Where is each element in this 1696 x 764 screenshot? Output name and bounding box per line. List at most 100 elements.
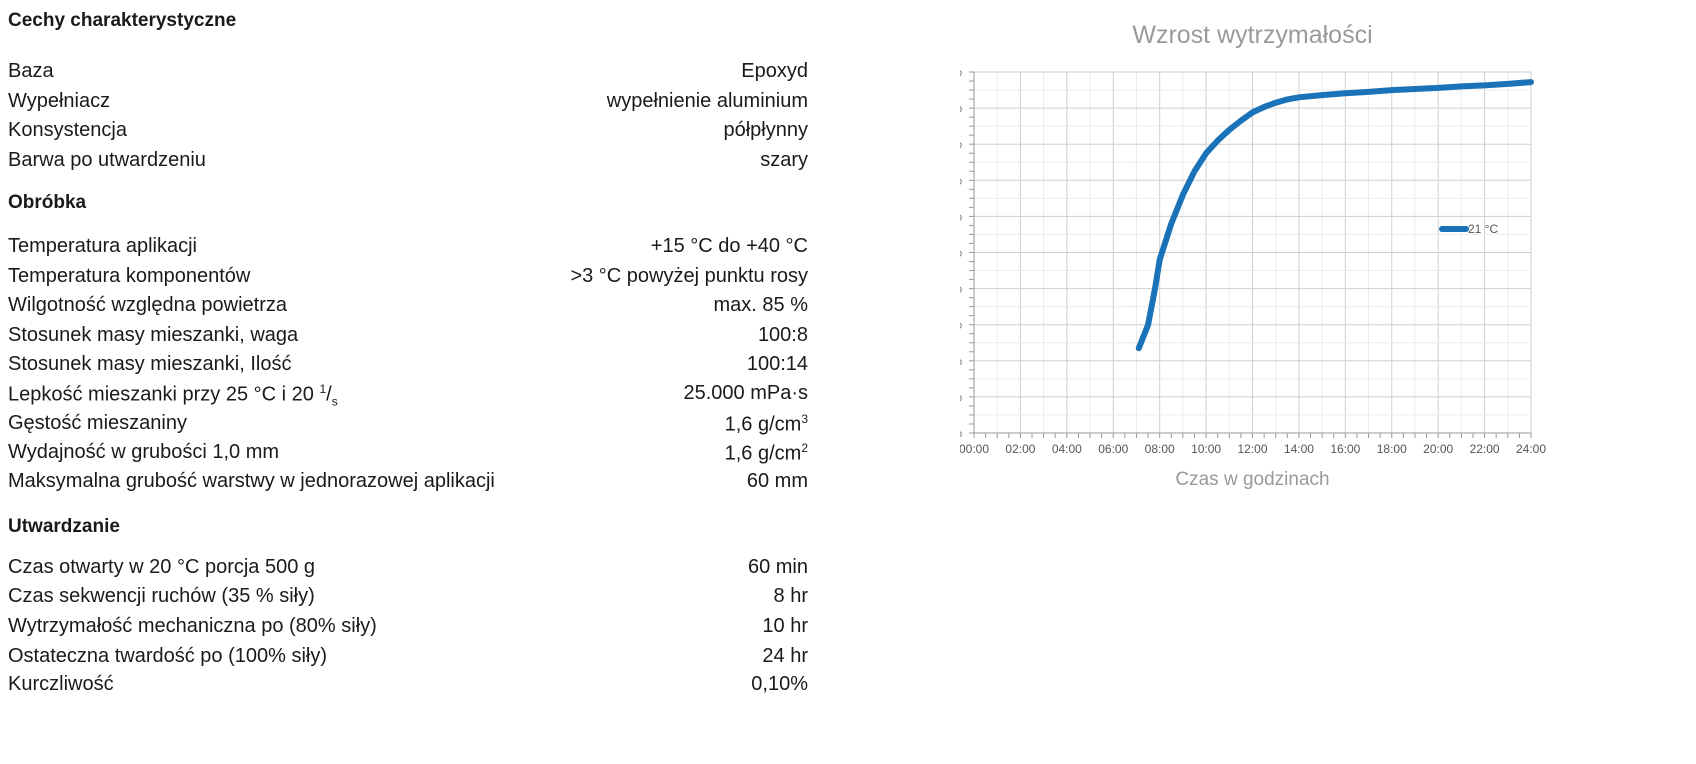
property-value-group: 25.000 mPa·s bbox=[683, 382, 808, 405]
property-value-group: 60 min bbox=[748, 556, 808, 579]
property-row: Stosunek masy mieszanki, Ilość 100:14 bbox=[8, 353, 808, 379]
property-label-group: Maksymalna grubość warstwy w jednorazowe… bbox=[8, 470, 495, 493]
property-label: Baza bbox=[8, 60, 54, 82]
property-value: 25.000 mPa·s bbox=[683, 382, 808, 404]
property-value: 8 hr bbox=[773, 585, 808, 607]
legend-label: 21 °C bbox=[1468, 222, 1498, 236]
property-value-group: 1,6 g/cm3 bbox=[725, 412, 808, 437]
x-tick-label: 16:00 bbox=[1330, 442, 1360, 456]
property-value: 1,6 g/cm bbox=[724, 442, 802, 465]
property-label: Czas otwarty w 20 °C porcja 500 g bbox=[8, 556, 316, 578]
x-tick-label: 04:00 bbox=[1052, 442, 1082, 456]
property-label: Stosunek masy mieszanki, Ilość bbox=[8, 353, 292, 375]
property-label: Wydajność w grubości 1,0 mm bbox=[8, 441, 280, 463]
property-value: 10 hr bbox=[762, 615, 808, 637]
x-tick-label: 00:00 bbox=[960, 442, 989, 456]
property-label-group: Konsystencja bbox=[8, 119, 127, 142]
x-tick-label: 24:00 bbox=[1516, 442, 1546, 456]
y-tick-label: 10% bbox=[960, 390, 962, 404]
property-value-group: wypełnienie aluminium bbox=[607, 90, 808, 113]
property-label-group: Gęstość mieszaniny bbox=[8, 412, 187, 435]
property-value-group: 0,10% bbox=[751, 673, 808, 696]
property-label-group: Wydajność w grubości 1,0 mm bbox=[8, 441, 279, 464]
property-row: Maksymalna grubość warstwy w jednorazowe… bbox=[8, 470, 808, 496]
property-row: Lepkość mieszanki przy 25 °C i 20 1/s 25.… bbox=[8, 382, 808, 409]
x-tick-label: 14:00 bbox=[1284, 442, 1314, 456]
property-label: Konsystencja bbox=[8, 119, 127, 141]
property-label-group: Stosunek masy mieszanki, Ilość bbox=[8, 353, 291, 376]
property-value: Epoxyd bbox=[741, 60, 808, 82]
property-row: Wypełniacz wypełnienie aluminium bbox=[8, 90, 808, 116]
property-row: Wilgotność względna powietrza max. 85 % bbox=[8, 294, 808, 320]
property-label-group: Wytrzymałość mechaniczna po (80% siły) bbox=[8, 615, 377, 638]
property-row: Temperatura komponentów >3 °C powyżej pun… bbox=[8, 265, 808, 291]
property-label-group: Temperatura komponentów bbox=[8, 265, 250, 288]
property-value: 100:14 bbox=[746, 353, 808, 375]
y-tick-label: 20% bbox=[960, 354, 962, 368]
property-row: Wytrzymałość mechaniczna po (80% siły) 10… bbox=[8, 615, 808, 641]
section-title: Cechy charakterystyczne bbox=[8, 10, 237, 31]
property-value: półpłynny bbox=[723, 119, 808, 141]
property-value: 1,6 g/cm bbox=[724, 413, 802, 436]
property-value-group: max. 85 % bbox=[714, 294, 808, 317]
section-title: Obróbka bbox=[8, 192, 87, 213]
property-value-group: szary bbox=[760, 149, 808, 172]
property-row: Czas otwarty w 20 °C porcja 500 g 60 min bbox=[8, 556, 808, 582]
x-tick-label: 22:00 bbox=[1470, 442, 1500, 456]
property-value: 0,10% bbox=[751, 673, 808, 695]
label-slash: / bbox=[326, 383, 332, 406]
property-label-group: Czas otwarty w 20 °C porcja 500 g bbox=[8, 556, 315, 579]
y-tick-label: 50% bbox=[960, 246, 962, 260]
property-row: Temperatura aplikacji +15 °C do +40 °C bbox=[8, 235, 808, 261]
property-value-group: 8 hr bbox=[774, 585, 808, 608]
x-tick-label: 06:00 bbox=[1098, 442, 1128, 456]
strength-chart: Wzrost wytrzymałości 0% 10% 20% 30% 40% 50% 60%… bbox=[960, 0, 1696, 560]
y-tick-label: 0% bbox=[960, 426, 962, 440]
x-tick-label: 02:00 bbox=[1005, 442, 1035, 456]
property-value: +15 °C do +40 °C bbox=[650, 235, 808, 257]
property-label: Temperatura komponentów bbox=[8, 265, 251, 287]
property-label-group: Wypełniacz bbox=[8, 90, 110, 113]
property-row: Ostateczna twardość po (100% siły) 24 hr bbox=[8, 645, 808, 671]
property-label: Kurczliwość bbox=[8, 673, 114, 695]
property-label-group: Wilgotność względna powietrza bbox=[8, 294, 287, 317]
property-row: Kurczliwość 0,10% bbox=[8, 673, 808, 699]
property-label-group: Temperatura aplikacji bbox=[8, 235, 197, 258]
property-label: Stosunek masy mieszanki, waga bbox=[8, 324, 299, 346]
strength-chart-svg: Wzrost wytrzymałości 0% 10% 20% 30% 40% 50% 60%… bbox=[960, 21, 1546, 490]
property-value: >3 °C powyżej punktu rosy bbox=[570, 265, 808, 287]
y-tick-label: 60% bbox=[960, 209, 962, 223]
y-tick-label: 30% bbox=[960, 318, 962, 332]
label-subscript: s bbox=[331, 394, 338, 409]
property-value: 24 hr bbox=[762, 645, 808, 667]
property-label-group: Czas sekwencji ruchów (35 % siły) bbox=[8, 585, 315, 608]
property-label: Barwa po utwardzeniu bbox=[8, 149, 206, 171]
property-label: Maksymalna grubość warstwy w jednorazowe… bbox=[8, 470, 495, 492]
y-tick-label: 90% bbox=[960, 101, 962, 115]
property-value: 60 min bbox=[747, 556, 808, 578]
value-superscript: 2 bbox=[801, 441, 808, 455]
x-tick-label: 20:00 bbox=[1423, 442, 1453, 456]
property-value-group: +15 °C do +40 °C bbox=[651, 235, 808, 258]
chart-title: Wzrost wytrzymałości bbox=[1132, 21, 1372, 49]
value-superscript: 3 bbox=[801, 412, 808, 426]
y-tick-label: 100% bbox=[960, 65, 962, 79]
property-label: Ostateczna twardość po (100% siły) bbox=[8, 645, 328, 667]
x-tick-label: 10:00 bbox=[1191, 442, 1221, 456]
property-value-group: 1,6 g/cm2 bbox=[725, 441, 808, 466]
property-row: Wydajność w grubości 1,0 mm 1,6 g/cm2 bbox=[8, 441, 808, 467]
property-label: Wytrzymałość mechaniczna po (80% siły) bbox=[8, 615, 377, 637]
property-row: Stosunek masy mieszanki, waga 100:8 bbox=[8, 324, 808, 350]
property-label: Wypełniacz bbox=[8, 90, 111, 112]
property-label-group: Barwa po utwardzeniu bbox=[8, 149, 206, 172]
property-label: Wilgotność względna powietrza bbox=[8, 294, 288, 316]
property-value: wypełnienie aluminium bbox=[606, 90, 808, 112]
property-label-group: Ostateczna twardość po (100% siły) bbox=[8, 645, 327, 668]
property-label-group: Lepkość mieszanki przy 25 °C i 20 1/s bbox=[8, 382, 338, 409]
property-value-group: 100:14 bbox=[747, 353, 808, 376]
property-value-group: 100:8 bbox=[758, 324, 808, 347]
property-value-group: Epoxyd bbox=[741, 60, 808, 83]
x-tick-label: 12:00 bbox=[1237, 442, 1267, 456]
x-axis-label: Czas w godzinach bbox=[1175, 469, 1329, 490]
property-value: szary bbox=[760, 149, 808, 171]
